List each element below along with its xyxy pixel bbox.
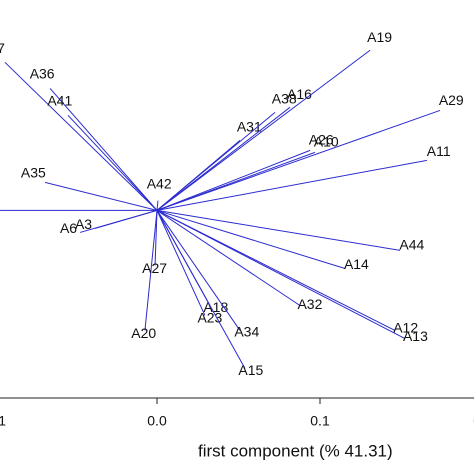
vector-label: A14 [344,256,369,272]
x-tick-label: 0.0 [147,413,167,429]
loading-vector [156,159,428,211]
loading-vector [156,210,301,306]
vector-label: A31 [237,119,262,135]
loading-vector [156,210,241,331]
loading-vector [49,88,158,211]
loading-vector [156,49,371,211]
vector-label: A36 [30,66,55,82]
vector-label: A15 [238,362,263,378]
loading-vector [156,209,401,251]
loading-vector [4,61,158,211]
vector-label: A10 [314,134,339,150]
vector-label: A13 [403,328,428,344]
vector-label: A7 [0,40,5,56]
vector-label: A44 [399,237,424,253]
vector-label: A46 [0,195,1,211]
vector-label: A19 [367,29,392,45]
loading-vector [94,209,158,229]
loading-vector [156,209,346,269]
vector-label: A26 [309,131,334,147]
x-tick-label: -0.1 [0,413,6,429]
vector-label: A41 [47,93,72,109]
vector-label: A35 [21,165,46,181]
vector-label: A6 [60,220,77,236]
vector-label: A12 [393,320,418,336]
loading-vector [156,149,311,211]
loading-vector [156,112,276,211]
loading-vector [67,114,158,211]
vector-label: A32 [297,296,322,312]
vector-label: A27 [142,260,167,276]
loading-vector [156,209,405,339]
loading-vector [156,109,441,211]
vector-label: A3 [75,216,92,232]
vector-label: A16 [287,86,312,102]
loading-vector [156,200,159,211]
loading-vector [154,210,158,266]
vector-label: A23 [197,309,222,325]
vector-label: A42 [147,175,172,191]
x-axis-title: first component (% 41.31) [198,441,393,460]
vector-label: A11 [427,143,451,159]
vector-label: A38 [272,91,297,107]
vector-label: A18 [203,299,228,315]
loading-vector [156,210,246,369]
loading-vector [144,210,158,331]
vector-label: A34 [234,323,259,339]
vector-label: A29 [439,92,464,108]
loading-vector [156,210,206,316]
loading-vector [44,181,158,211]
vector-label: A20 [131,325,156,341]
x-tick-label: 0.1 [310,413,330,429]
